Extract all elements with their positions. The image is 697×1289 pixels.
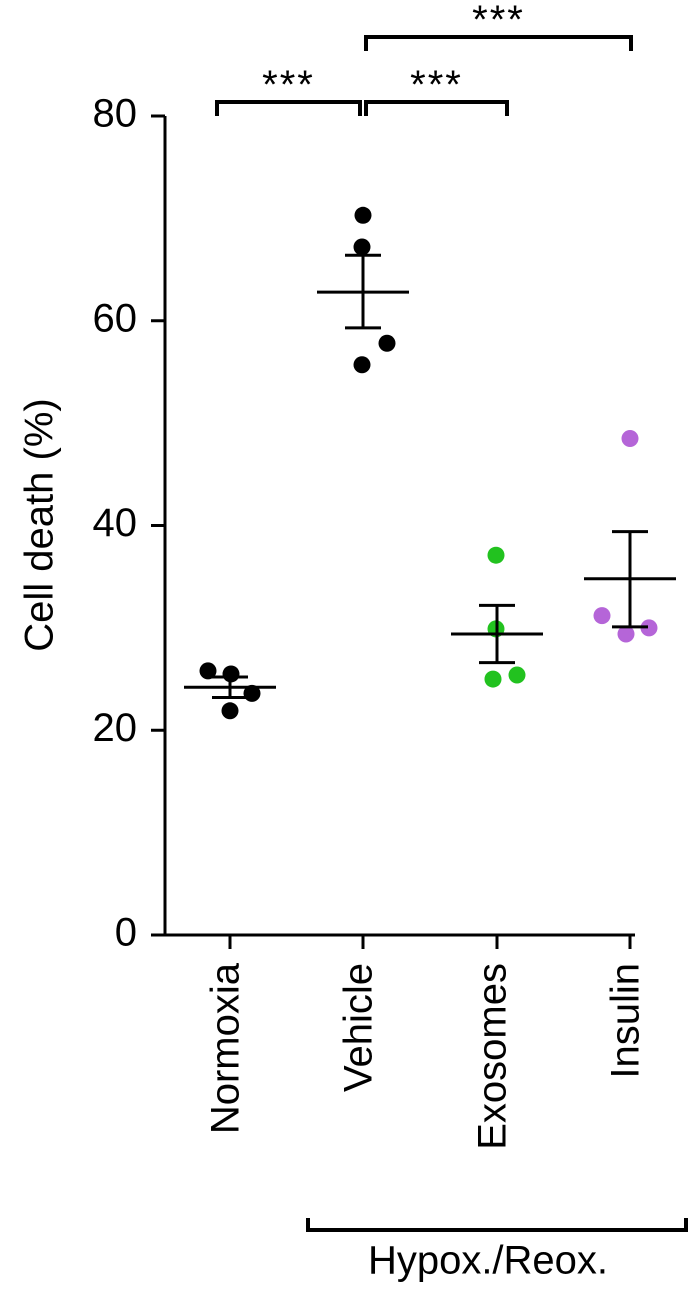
mean-sem-bars xyxy=(184,253,676,699)
data-point xyxy=(221,702,239,720)
category-label: Vehicle xyxy=(337,963,381,1092)
y-tick-label: 20 xyxy=(93,706,138,750)
category-label: Normoxia xyxy=(204,962,248,1134)
group-bracket: Hypox./Reox. xyxy=(306,1218,688,1283)
significance-brackets: *** ****** xyxy=(215,0,633,116)
data-point xyxy=(484,670,502,688)
x-ticks: Normoxia Vehicle Exosomes Insulin xyxy=(204,935,648,1150)
y-tick-label: 0 xyxy=(115,911,137,955)
data-points xyxy=(199,206,658,720)
data-point xyxy=(353,356,371,374)
y-ticks: 0 20 40 60 80 xyxy=(93,92,165,955)
data-point xyxy=(640,619,658,637)
data-point xyxy=(621,429,639,447)
significance-bracket xyxy=(364,35,633,51)
y-tick-label: 60 xyxy=(93,296,138,340)
data-point xyxy=(487,546,505,564)
y-tick-label: 80 xyxy=(93,92,138,136)
data-point xyxy=(199,662,217,680)
significance-label: *** xyxy=(410,63,463,107)
data-point xyxy=(508,666,526,684)
data-point xyxy=(353,238,371,256)
data-point xyxy=(378,334,396,352)
category-label: Insulin xyxy=(604,963,648,1079)
data-point xyxy=(617,625,635,643)
group-bracket-line xyxy=(306,1218,688,1232)
data-point xyxy=(593,607,611,625)
significance-label: *** xyxy=(472,0,525,42)
y-tick-label: 40 xyxy=(93,501,138,545)
data-point xyxy=(354,206,372,224)
significance-label: *** xyxy=(262,63,315,107)
category-label: Exosomes xyxy=(471,963,515,1150)
significance-bracket xyxy=(215,100,362,116)
group-label: Hypox./Reox. xyxy=(368,1239,608,1283)
significance-bracket xyxy=(364,100,509,116)
y-axis-title: Cell death (%) xyxy=(18,398,62,651)
